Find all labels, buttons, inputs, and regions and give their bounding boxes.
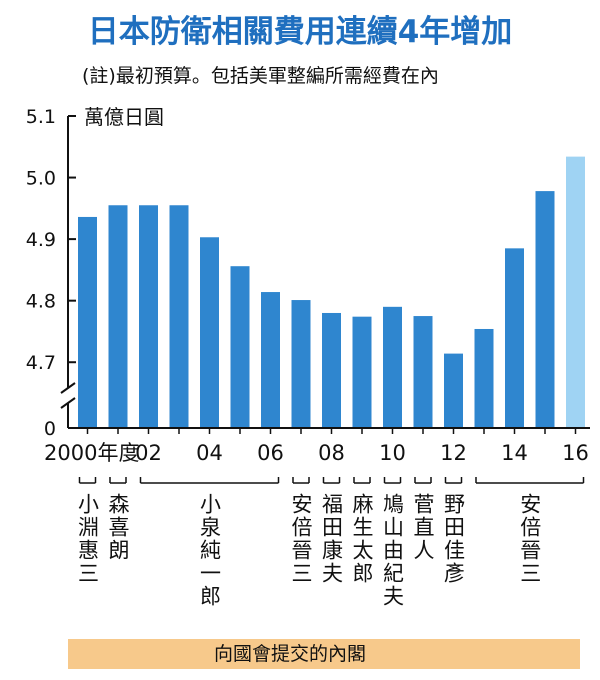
bar-2001 <box>108 205 128 428</box>
cabinet-name: 麻生太郎 <box>350 493 374 585</box>
x-tick-label: 2000 <box>44 441 97 465</box>
bar-2014 <box>505 248 524 428</box>
bar-2005 <box>230 266 250 428</box>
bar-2000 <box>78 216 97 428</box>
cabinet-name: 小淵惠三 <box>76 493 100 585</box>
y-axis-unit-label: 萬億日圓 <box>84 105 164 129</box>
y-axis: 5.1 5.0 4.9 4.8 4.7 0 <box>26 106 76 440</box>
x-tick-label: 14 <box>501 441 528 465</box>
cabinet-name: 安倍晉三 <box>289 493 313 585</box>
y-tick-label: 4.9 <box>26 229 56 251</box>
x-tick-label: 10 <box>379 441 406 465</box>
bar-2011 <box>413 316 433 428</box>
bar-2012 <box>444 353 463 428</box>
x-tick-label: 08 <box>318 441 345 465</box>
chart-title: 日本防衛相關費用連續4年增加 <box>88 14 513 50</box>
cabinet-name: 小泉純一郎 <box>198 493 222 608</box>
bar-2004 <box>200 237 219 428</box>
cabinet-name: 安倍晉三 <box>518 493 542 585</box>
y-axis-break-mark <box>60 397 76 409</box>
cabinet-name: 森喜朗 <box>106 493 130 562</box>
bar-2003 <box>169 205 189 428</box>
bars-group <box>78 156 585 429</box>
cabinet-name: 鳩山由紀夫 <box>381 493 405 608</box>
x-tick-label: 02 <box>135 441 162 465</box>
y-tick-label: 4.7 <box>26 352 56 374</box>
bar-2015 <box>535 191 555 428</box>
bar-2006 <box>261 292 280 428</box>
bar-2016 <box>566 156 585 429</box>
cabinet-name: 菅直人 <box>411 493 435 562</box>
x-tick-label: 12 <box>440 441 467 465</box>
x-tick-label: 16 <box>562 441 589 465</box>
x-tick-label: 06 <box>257 441 284 465</box>
y-tick-label: 0 <box>44 418 56 440</box>
y-tick-label: 5.1 <box>26 106 56 128</box>
cabinet-caption: 向國會提交的內閣 <box>214 643 366 665</box>
x-axis-unit-label: 年度 <box>98 441 140 465</box>
bar-2008 <box>322 312 341 428</box>
bar-2002 <box>139 205 158 428</box>
x-tick-label: 04 <box>196 441 223 465</box>
cabinet-caption-band <box>68 639 580 669</box>
chart-subtitle: (註)最初預算。包括美軍整編所需經費在內 <box>82 65 439 87</box>
bar-2010 <box>383 306 402 428</box>
cabinet-brackets: 小淵惠三 森喜朗 小泉純一郎 安倍晉三 福田康夫 麻生太郎 鳩山由紀夫 菅直人 野田佳彥 安倍晉三 <box>76 477 585 608</box>
bar-2013 <box>474 328 494 428</box>
bar-2007 <box>291 300 311 428</box>
y-axis-break-mark <box>60 382 76 394</box>
bar-2009 <box>352 316 372 428</box>
cabinet-name: 野田佳彥 <box>442 493 466 585</box>
cabinet-name: 福田康夫 <box>320 493 344 585</box>
y-tick-label: 4.8 <box>26 291 56 313</box>
x-axis: 2000 02 04 06 08 10 12 14 16 年度 <box>44 427 590 465</box>
y-tick-label: 5.0 <box>26 168 56 190</box>
